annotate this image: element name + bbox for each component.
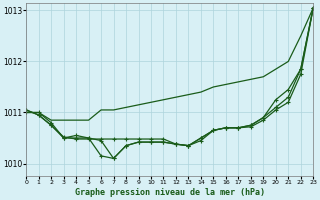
X-axis label: Graphe pression niveau de la mer (hPa): Graphe pression niveau de la mer (hPa) [75,188,265,197]
